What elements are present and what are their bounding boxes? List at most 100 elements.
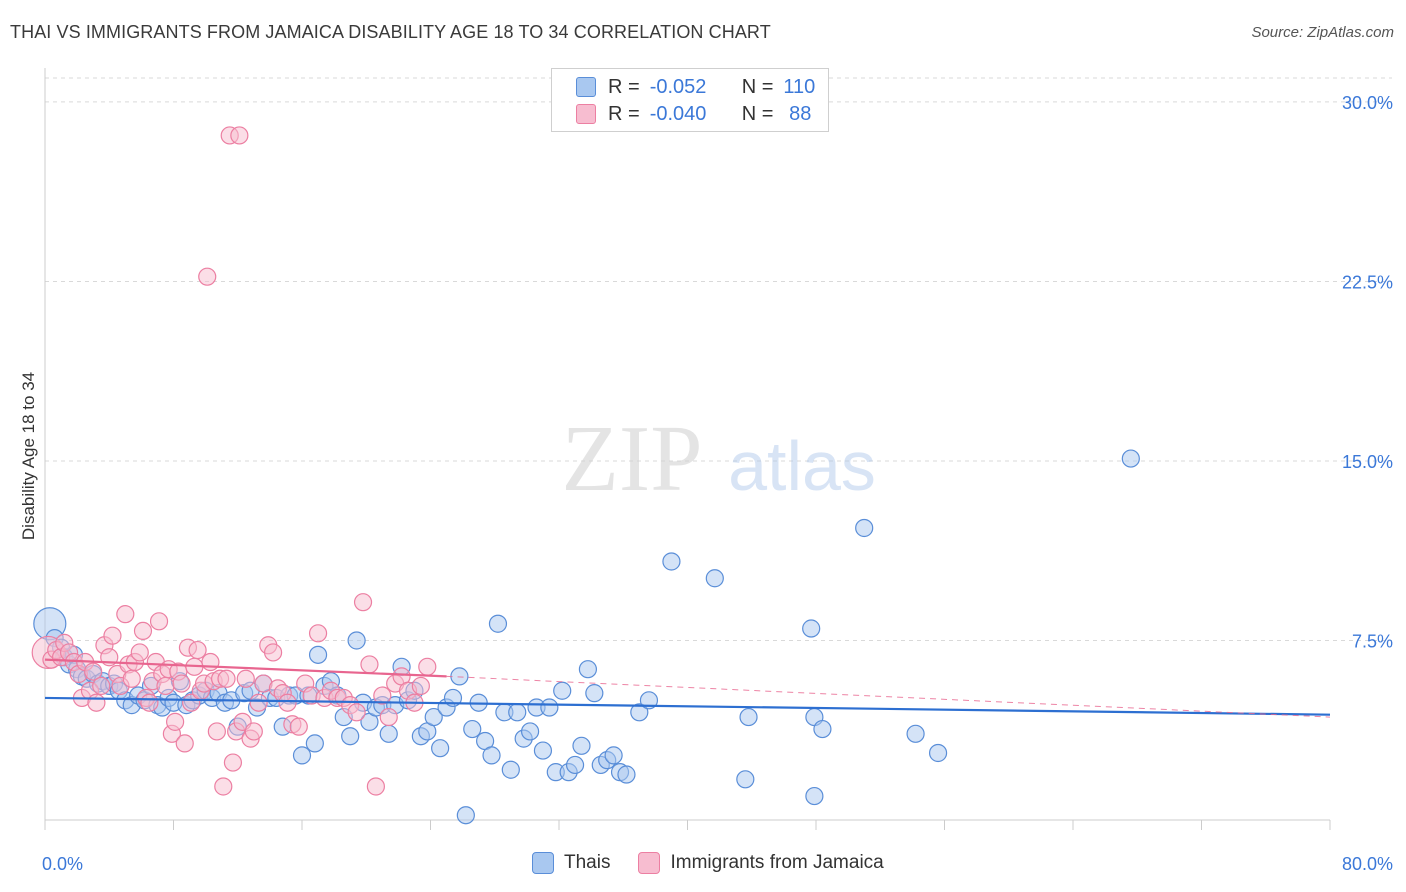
chart-title: THAI VS IMMIGRANTS FROM JAMAICA DISABILI… [10, 22, 771, 42]
data-point-jamaica [172, 674, 191, 693]
data-point-thais [292, 746, 312, 765]
data-point-jamaica [289, 717, 308, 736]
data-point-jamaica [373, 686, 392, 705]
data-point-thais [585, 684, 604, 703]
legend-label-jamaica: Immigrants from Jamaica [670, 852, 884, 873]
legend-item-thais[interactable]: Thais [532, 852, 610, 874]
data-point-jamaica [278, 693, 297, 712]
legend-swatch-blue [576, 77, 596, 97]
trend-line-jamaica-extension [446, 675, 1331, 718]
data-point-thais [639, 691, 659, 710]
y-tick-label: 15.0% [1342, 452, 1393, 472]
legend-label-thais: Thais [564, 852, 611, 873]
data-point-jamaica [379, 707, 398, 727]
trend-line-thais [44, 696, 1331, 716]
watermark-zip: ZIP [562, 407, 703, 511]
stats-legend: R = -0.052 N = 110 R = -0.040 N = 88 [551, 68, 829, 132]
data-point-thais [906, 724, 925, 743]
data-point-jamaica [133, 621, 153, 641]
data-point-jamaica [308, 624, 328, 643]
legend-swatch-blue [532, 852, 554, 874]
data-point-jamaica [166, 712, 185, 731]
legend-item-jamaica[interactable]: Immigrants from Jamaica [638, 852, 884, 874]
data-point-jamaica [249, 693, 268, 712]
legend-n-label: N = [741, 75, 774, 98]
data-point-thais [630, 703, 649, 722]
data-point-jamaica [87, 693, 106, 712]
data-point-thais [508, 703, 527, 722]
data-point-jamaica [84, 662, 103, 681]
data-points [31, 126, 1140, 825]
source-label: Source: ZipAtlas.com [1251, 24, 1394, 41]
data-point-jamaica [353, 593, 373, 612]
legend-r-label: R = [608, 102, 640, 125]
data-point-thais [802, 619, 821, 638]
data-point-jamaica [92, 676, 111, 696]
data-point-thais [572, 736, 591, 755]
data-point-thais [463, 719, 482, 739]
data-point-jamaica [175, 734, 194, 753]
data-point-jamaica [182, 693, 201, 712]
data-point-jamaica [230, 126, 249, 145]
data-point-thais [540, 698, 559, 717]
data-point-thais [520, 722, 540, 741]
data-point-jamaica [116, 605, 135, 624]
data-point-jamaica [263, 643, 283, 662]
y-tick-label: 22.5% [1342, 272, 1393, 292]
x-tick-label: 80.0% [1342, 854, 1393, 874]
data-point-thais [456, 806, 475, 825]
data-point-thais [736, 770, 755, 789]
legend-r-value: -0.040 [649, 102, 707, 125]
legend-row-jamaica: R = -0.040 N = 88 [576, 102, 811, 126]
data-point-thais [805, 786, 824, 806]
data-point-jamaica [244, 722, 263, 741]
data-point-thais [855, 518, 874, 538]
legend-swatch-pink [638, 852, 661, 874]
data-point-thais [928, 743, 948, 763]
data-point-thais [813, 719, 832, 739]
data-point-thais [578, 660, 598, 679]
legend-n-value: 88 [789, 102, 812, 125]
data-point-thais [450, 667, 469, 686]
data-point-jamaica [198, 267, 217, 286]
data-point-jamaica [347, 703, 366, 722]
legend-r-value: -0.052 [649, 75, 707, 98]
axes: 7.5% 15.0% 22.5% 30.0% 0.0% 80.0% [42, 68, 1393, 874]
data-point-jamaica [188, 640, 207, 660]
watermark: ZIP atlas [562, 407, 876, 511]
data-point-jamaica [217, 669, 236, 688]
data-point-thais [565, 755, 585, 775]
data-point-thais [488, 614, 508, 633]
data-point-jamaica [149, 612, 169, 631]
data-point-jamaica [122, 669, 141, 688]
data-point-thais [379, 724, 398, 743]
data-point-jamaica [418, 657, 437, 676]
data-point-thais [662, 552, 681, 571]
y-tick-label: 7.5% [1352, 631, 1393, 651]
series-legend: Thais Immigrants from Jamaica [532, 852, 912, 874]
watermark-atlas: atlas [728, 427, 876, 505]
legend-n-value: 110 [783, 75, 816, 98]
trend-line-jamaica [44, 658, 447, 678]
data-point-thais [604, 746, 623, 765]
data-point-thais [705, 569, 724, 588]
data-point-jamaica [360, 655, 379, 674]
data-point-jamaica [411, 676, 430, 696]
legend-row-thais: R = -0.052 N = 110 [576, 75, 815, 99]
data-point-jamaica [236, 669, 255, 688]
x-tick-label: 0.0% [42, 854, 83, 874]
data-point-jamaica [103, 626, 122, 645]
data-point-jamaica [366, 777, 385, 796]
data-point-jamaica [156, 676, 175, 696]
legend-r-label: R = [608, 75, 640, 98]
data-point-thais [305, 734, 324, 753]
data-point-thais [533, 741, 553, 760]
data-point-thais [482, 746, 501, 765]
data-point-thais [431, 739, 450, 758]
data-point-jamaica [214, 777, 233, 796]
y-tick-label: 30.0% [1342, 93, 1393, 113]
data-point-thais [424, 707, 443, 727]
grid-lines [45, 77, 1392, 641]
data-point-thais [617, 765, 636, 784]
